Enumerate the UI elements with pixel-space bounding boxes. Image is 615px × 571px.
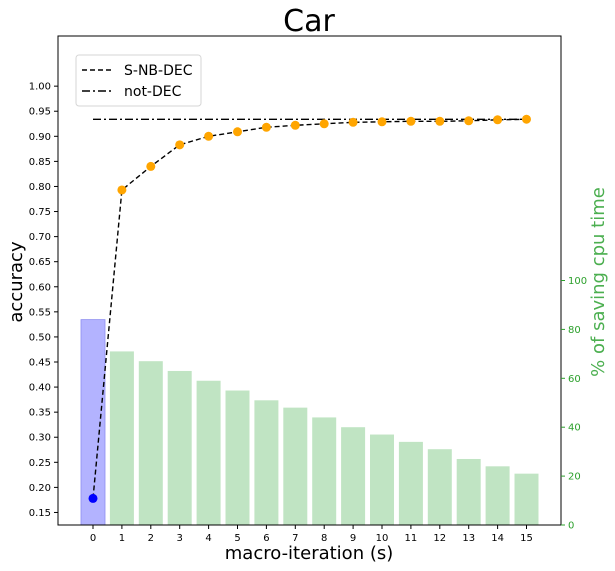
y-tick-label: 0.90 [29,132,51,143]
y-tick-label: 0.75 [29,207,51,218]
markers-layer [88,114,531,503]
point-7 [290,120,300,130]
x-tick-label: 6 [263,533,269,544]
bar-8 [312,417,337,525]
legend-label-s-nb-dec: S-NB-DEC [124,63,193,79]
bar-14 [485,466,510,525]
y-tick-label: 0.30 [29,433,51,444]
point-4 [204,131,214,141]
y2-tick-label: 100 [568,276,587,287]
y-tick-label: 0.65 [29,257,51,268]
bar-12 [427,449,452,525]
point-12 [435,116,445,126]
point-1 [117,185,127,195]
y-axis: 0.15 0.20 0.25 0.30 0.35 0.40 0.45 0.50 0.55 0.60… [29,82,58,519]
point-14 [493,115,503,125]
x-tick-label: 11 [405,533,418,544]
x-axis-title: macro-iteration (s) [225,543,394,564]
y-tick-label: 0.35 [29,408,51,419]
y2-tick-label: 80 [568,325,581,336]
point-6 [261,122,271,132]
bar-1 [109,351,134,525]
x-tick-label: 12 [433,533,446,544]
x-tick-label: 0 [90,533,96,544]
y-tick-label: 0.40 [29,383,51,394]
legend-label-not-dec: not-DEC [124,84,182,100]
y-tick-label: 0.20 [29,483,51,494]
bar-2 [138,361,163,525]
x-axis: 0 1 2 3 4 5 6 7 8 9 10 11 12 13 14 15 [90,525,533,544]
x-tick-label: 8 [321,533,327,544]
y2-tick-label: 60 [568,374,581,385]
point-2 [146,161,156,171]
x-tick-label: 5 [234,533,240,544]
point-9 [348,117,358,127]
x-tick-label: 1 [119,533,125,544]
x-tick-label: 4 [205,533,211,544]
point-3 [175,140,185,150]
x-tick-label: 7 [292,533,298,544]
bar-9 [341,427,366,525]
bar-3 [167,370,192,525]
y-tick-label: 1.00 [29,82,51,93]
y-tick-label: 0.50 [29,332,51,343]
bar-15 [514,473,539,525]
point-8 [319,119,329,129]
x-tick-label: 15 [520,533,533,544]
point-10 [377,117,387,127]
y-axis-title: accuracy [6,241,27,323]
point-5 [233,127,242,137]
point-11 [406,116,416,126]
x-tick-label: 3 [177,533,183,544]
point-15 [522,114,531,124]
x-tick-label: 13 [462,533,475,544]
y-tick-label: 0.60 [29,282,51,293]
lines-layer [92,118,527,499]
bars-layer [80,319,539,526]
bar-0 [80,319,106,526]
bar-10 [370,434,394,525]
y-tick-label: 0.45 [29,358,51,369]
x-tick-label: 10 [376,533,389,544]
chart-title: Car [283,4,335,39]
bar-13 [456,458,481,525]
bar-5 [225,390,250,525]
y-tick-label: 0.70 [29,232,51,243]
y-tick-label: 0.80 [29,182,51,193]
point-0 [88,493,98,503]
bar-6 [254,400,279,525]
y-tick-label: 0.15 [29,508,51,519]
x-tick-label: 2 [148,533,154,544]
y-tick-label: 0.85 [29,157,51,168]
bar-7 [283,407,308,525]
y2-tick-label: 40 [568,423,581,434]
series-line-s-nb-dec [92,118,527,499]
legend-box [75,54,202,107]
y2-tick-label: 0 [568,521,574,532]
legend: S-NB-DEC not-DEC [75,54,202,107]
y2-axis-title: % of saving cpu time [588,187,609,377]
y-tick-label: 0.25 [29,458,51,469]
x-tick-label: 9 [350,533,356,544]
y2-axis: 0 20 40 60 80 100 [561,276,587,532]
bar-11 [398,441,423,525]
y-tick-label: 0.95 [29,107,51,118]
point-13 [464,116,474,126]
bar-4 [196,380,221,525]
x-tick-label: 14 [491,533,504,544]
y-tick-label: 0.55 [29,307,51,318]
y2-tick-label: 20 [568,472,581,483]
